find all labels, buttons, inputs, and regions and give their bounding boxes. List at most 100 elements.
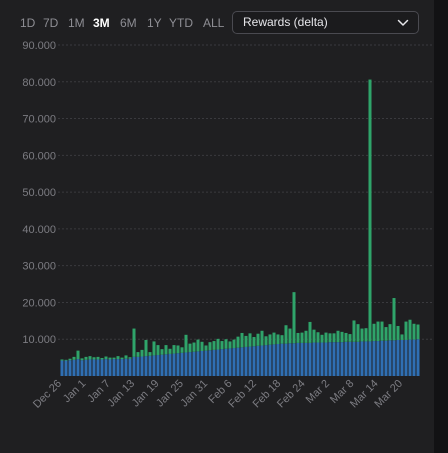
bar-delta: [408, 319, 412, 340]
bar-delta: [232, 339, 236, 349]
chart-panel: 1D 7D 1M 3M 6M 1Y YTD ALL Rewards (delta…: [20, 11, 432, 411]
bar-base: [368, 341, 372, 376]
bar-base: [312, 342, 316, 376]
bar-delta: [396, 325, 400, 340]
bar-base: [280, 343, 284, 376]
range-7d-button[interactable]: 7D: [43, 16, 59, 30]
range-ytd-button[interactable]: YTD: [169, 16, 193, 30]
bar-delta: [392, 298, 396, 341]
bar-base: [108, 359, 112, 376]
range-1y-button[interactable]: 1Y: [147, 16, 162, 30]
bar-delta: [240, 332, 244, 348]
bar-delta: [80, 358, 84, 361]
bar-delta: [252, 337, 256, 347]
bar-delta: [192, 342, 196, 352]
bar-delta: [96, 356, 100, 360]
bar-base: [176, 353, 180, 376]
chevron-down-icon: [397, 19, 409, 26]
bar-base: [408, 339, 412, 376]
bar-delta: [348, 334, 352, 342]
bar-base: [400, 339, 404, 376]
bar-base: [180, 352, 184, 376]
bar-base: [356, 341, 360, 376]
bar-base: [256, 345, 260, 376]
bar-delta: [152, 341, 156, 356]
x-tick-label: Feb 24: [275, 378, 308, 411]
bar-delta: [208, 342, 212, 351]
bar-base: [232, 348, 236, 376]
bar-delta: [140, 349, 144, 357]
bar-delta: [68, 358, 72, 361]
range-6m-button[interactable]: 6M: [120, 16, 137, 30]
bar-base: [336, 342, 340, 376]
bar-base: [264, 345, 268, 376]
y-tick-label: 20.000: [22, 297, 56, 309]
bar-base: [288, 343, 292, 376]
bar-delta: [184, 334, 188, 353]
bar-base: [252, 346, 256, 376]
bar-base: [332, 342, 336, 376]
bar-delta: [212, 341, 216, 350]
bar-delta: [164, 345, 168, 355]
bar-delta: [292, 292, 296, 344]
bar-delta: [376, 321, 380, 342]
bar-base: [272, 344, 276, 376]
bar-base: [192, 351, 196, 376]
bar-delta: [380, 321, 384, 341]
x-tick-label: Mar 2: [304, 378, 332, 406]
bar-delta: [60, 359, 64, 361]
bar-base: [248, 346, 252, 376]
x-tick-label: Mar 20: [372, 378, 405, 411]
bar-base: [92, 359, 96, 376]
bar-base: [196, 351, 200, 376]
bar-delta: [160, 349, 164, 355]
bar-base: [140, 356, 144, 376]
bar-base: [308, 342, 312, 376]
bar-delta: [92, 357, 96, 360]
bar-base: [296, 342, 300, 376]
bar-delta: [260, 330, 264, 346]
bar-delta: [344, 332, 348, 342]
bar-base: [188, 352, 192, 376]
bar-delta: [108, 357, 112, 360]
bar-delta: [144, 339, 148, 357]
bar-base: [412, 339, 416, 376]
bar-base: [360, 341, 364, 376]
bar-delta: [300, 332, 304, 343]
bar-delta: [76, 350, 80, 360]
bar-base: [352, 341, 356, 376]
bar-base: [244, 346, 248, 376]
range-3m-button[interactable]: 3M: [93, 16, 110, 30]
bar-delta: [256, 333, 260, 346]
bar-delta: [132, 328, 136, 357]
bar-base: [304, 342, 308, 376]
rewards-bar-chart: 90.000 80.000 70.000 60.000 50.000 40.000 30.0…: [22, 40, 432, 411]
bar-base: [396, 339, 400, 376]
bar-delta: [320, 334, 324, 343]
bar-base: [324, 342, 328, 376]
bar-delta: [64, 359, 68, 361]
right-edge-strip: [434, 0, 448, 453]
y-tick-label: 80.000: [22, 77, 56, 89]
bar-base: [76, 359, 80, 376]
bar-delta: [188, 343, 192, 353]
bar-delta: [332, 333, 336, 343]
bar-delta: [120, 357, 124, 360]
bar-delta: [100, 357, 104, 360]
bar-base: [64, 360, 68, 376]
bar-delta: [352, 320, 356, 342]
bar-delta: [304, 330, 308, 343]
bar-delta: [264, 336, 268, 346]
bar-delta: [196, 339, 200, 352]
range-1d-button[interactable]: 1D: [20, 16, 36, 30]
range-all-button[interactable]: ALL: [203, 16, 225, 30]
y-tick-label: 40.000: [22, 224, 56, 236]
bar-delta: [340, 331, 344, 343]
metric-select[interactable]: Rewards (delta): [232, 11, 419, 34]
bar-delta: [168, 348, 172, 354]
range-1m-button[interactable]: 1M: [68, 16, 85, 30]
x-tick-label: Jan 31: [178, 378, 210, 410]
bar-delta: [180, 347, 184, 353]
bar-delta: [148, 352, 152, 356]
bar-delta: [404, 321, 408, 340]
